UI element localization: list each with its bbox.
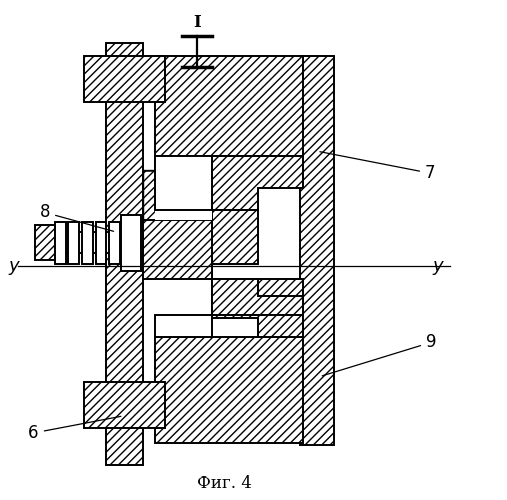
Polygon shape bbox=[143, 220, 212, 278]
Polygon shape bbox=[121, 215, 141, 272]
Text: 6: 6 bbox=[28, 416, 121, 442]
Polygon shape bbox=[96, 222, 106, 264]
Polygon shape bbox=[35, 224, 55, 260]
Polygon shape bbox=[106, 44, 143, 465]
Polygon shape bbox=[156, 210, 212, 220]
Text: Фиг. 4: Фиг. 4 bbox=[197, 474, 251, 492]
Text: у: у bbox=[432, 258, 443, 276]
Polygon shape bbox=[68, 222, 79, 264]
Polygon shape bbox=[55, 222, 66, 264]
Polygon shape bbox=[110, 222, 120, 264]
Text: I: I bbox=[193, 14, 201, 31]
Polygon shape bbox=[82, 222, 93, 264]
Polygon shape bbox=[212, 156, 303, 210]
Polygon shape bbox=[156, 156, 212, 210]
Polygon shape bbox=[156, 338, 303, 443]
Text: 7: 7 bbox=[320, 152, 436, 182]
Polygon shape bbox=[300, 56, 334, 445]
Polygon shape bbox=[156, 156, 212, 171]
Polygon shape bbox=[85, 56, 165, 102]
Polygon shape bbox=[156, 316, 212, 338]
Polygon shape bbox=[156, 56, 303, 156]
Polygon shape bbox=[123, 222, 134, 264]
Text: 9: 9 bbox=[322, 334, 437, 376]
Text: 8: 8 bbox=[40, 204, 114, 232]
Polygon shape bbox=[212, 278, 303, 316]
Polygon shape bbox=[85, 382, 165, 428]
Polygon shape bbox=[212, 210, 303, 313]
Polygon shape bbox=[212, 316, 303, 338]
Polygon shape bbox=[38, 232, 143, 253]
Text: у: у bbox=[8, 258, 19, 276]
Polygon shape bbox=[143, 171, 212, 264]
